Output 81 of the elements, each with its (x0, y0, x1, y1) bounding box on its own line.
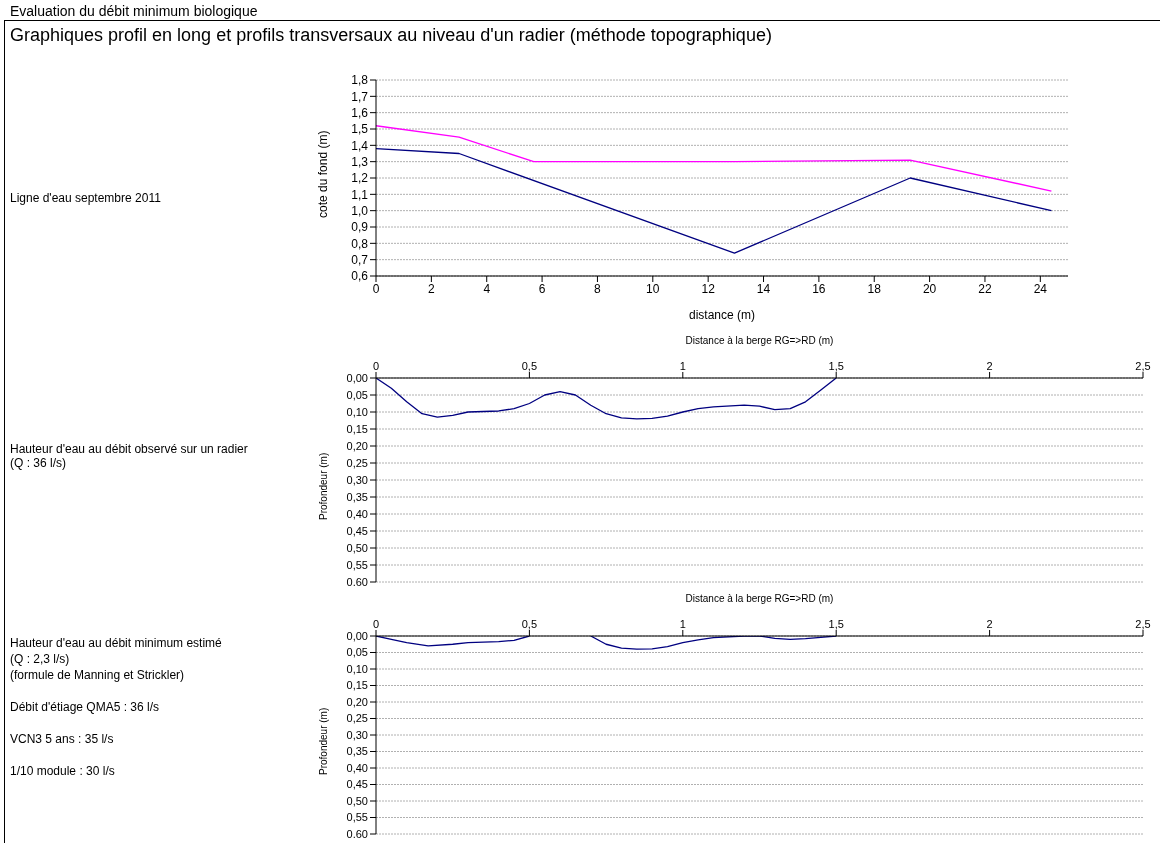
text: Débit d'étiage QMA5 : 36 l/s (10, 700, 161, 714)
y-tick-label: 0,15 (346, 679, 368, 692)
x-tick-label: 1 (679, 360, 686, 372)
line-series (376, 147, 1053, 254)
x-tick-label: 2 (986, 618, 993, 630)
x-tick-label: 20 (922, 281, 937, 296)
y-tick-label: 1,1 (351, 187, 369, 202)
x-axis-title: distance (m) (688, 308, 756, 322)
x-tick-label: 0 (372, 360, 380, 372)
text: Ligne d'eau septembre 2011 (10, 191, 162, 205)
y-tick-label: 0,20 (346, 439, 368, 452)
x-tick-label: 0,5 (521, 360, 538, 372)
x-tick-label: 0 (372, 281, 380, 296)
x-tick-label: 24 (1033, 281, 1048, 296)
y-tick-label: 1,4 (351, 138, 369, 153)
x-tick-label: 8 (594, 281, 602, 296)
y-tick-label: 0,50 (346, 794, 368, 807)
y-axis-title: Profondeur (m) (317, 707, 329, 775)
x-tick-label: 1,5 (828, 618, 844, 630)
y-tick-label: 0,50 (346, 541, 368, 554)
y-tick-label: 0,8 (351, 236, 369, 251)
y-tick-label: 1,5 (351, 122, 369, 137)
y-tick-label: 0,15 (346, 422, 368, 435)
y-tick-label: 1,8 (351, 73, 369, 88)
text: (formule de Manning et Strickler) (10, 668, 186, 682)
y-tick-label: 0,35 (346, 745, 368, 758)
y-tick-label: 0,30 (346, 473, 368, 486)
y-tick-label: 0,10 (346, 405, 368, 418)
line-series (376, 378, 837, 420)
y-tick-label: 1,7 (351, 89, 369, 104)
y-tick-label: 0,20 (346, 695, 368, 708)
x-tick-label: 10 (646, 281, 660, 296)
x-tick-label: 2 (986, 360, 993, 372)
y-tick-label: 0,45 (346, 524, 368, 537)
text: (Q : 2,3 l/s) (10, 652, 71, 666)
x-tick-label: 6 (538, 281, 546, 296)
x-axis-title: Distance à la berge RG=>RD (m) (685, 335, 834, 347)
x-tick-label: 12 (701, 281, 716, 296)
x-tick-label: 16 (812, 281, 826, 296)
y-tick-label: 1,6 (351, 105, 369, 120)
x-tick-label: 14 (756, 281, 771, 296)
y-tick-label: 0,00 (346, 371, 368, 384)
line-series (376, 125, 1053, 192)
x-tick-label: 18 (867, 281, 882, 296)
y-tick-label: 0,00 (346, 629, 368, 642)
x-tick-label: 4 (483, 281, 491, 296)
y-tick-label: 0,45 (346, 778, 368, 791)
x-tick-label: 0 (372, 618, 380, 630)
text: VCN3 5 ans : 35 l/s (10, 732, 115, 746)
y-tick-label: 0,35 (346, 490, 368, 503)
x-tick-label: 2 (428, 281, 436, 296)
y-axis-title: cote du fond (m) (316, 130, 331, 218)
x-tick-label: 2,5 (1135, 360, 1151, 372)
text: Hauteur d'eau au débit observé sur un radier (Q : 36 l/s) (10, 442, 249, 470)
y-tick-label: 0,40 (346, 761, 368, 774)
y-tick-label: 1,0 (351, 203, 369, 218)
y-tick-label: 0,10 (346, 662, 368, 675)
x-tick-label: 0,5 (521, 618, 538, 630)
x-tick-label: 1 (679, 618, 686, 630)
y-tick-label: 0,6 (351, 269, 369, 284)
y-tick-label: 1,2 (351, 171, 369, 186)
y-tick-label: 0,05 (346, 646, 368, 659)
x-tick-label: 1,5 (828, 360, 844, 372)
chart-title: Graphiques profil en long et profils transversaux au niveau d'un radier (méthode topographique) (10, 25, 772, 46)
x-axis-title: Distance à la berge RG=>RD (m) (685, 593, 834, 605)
y-tick-label: 0,30 (346, 728, 368, 741)
y-tick-label: 1,3 (351, 154, 369, 169)
y-tick-label: 0,25 (346, 456, 368, 469)
y-tick-label: 0,05 (346, 388, 368, 401)
text: 1/10 module : 30 l/s (10, 764, 116, 778)
y-tick-label: 0,7 (351, 252, 369, 267)
text: Evaluation du débit minimum biologique (10, 3, 258, 19)
y-tick-label: 0,9 (351, 220, 369, 235)
text: Hauteur d'eau au débit minimum estimé (10, 636, 223, 650)
x-tick-label: 2,5 (1135, 618, 1151, 630)
y-tick-label: 0,55 (346, 811, 368, 824)
x-tick-label: 22 (978, 281, 992, 296)
y-tick-label: 0,55 (346, 558, 368, 571)
y-tick-label: 0,40 (346, 507, 368, 520)
y-axis-title: Profondeur (m) (317, 452, 329, 520)
y-tick-label: 0,25 (346, 712, 368, 725)
